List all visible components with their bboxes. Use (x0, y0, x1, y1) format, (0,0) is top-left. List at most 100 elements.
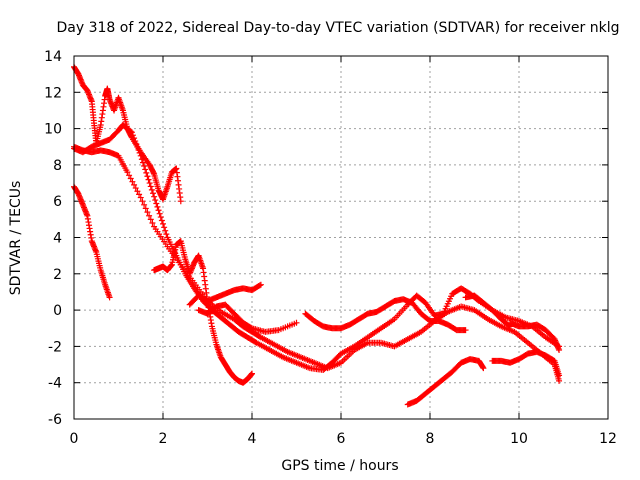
x-tick-label: 0 (70, 431, 79, 447)
y-tick-label: 0 (53, 303, 62, 319)
data-point-interp (144, 173, 151, 180)
data-point-interp (142, 205, 149, 212)
y-tick-label: -2 (48, 339, 62, 355)
data-point-interp (146, 212, 153, 219)
data-point (137, 152, 144, 159)
data-point-interp (133, 141, 140, 148)
x-axis-label: GPS time / hours (281, 458, 398, 474)
data-point-interp (129, 178, 136, 185)
data-point-interp (134, 188, 141, 195)
data-point-interp (136, 149, 143, 156)
data-point-interp (134, 143, 141, 150)
data-points (71, 63, 563, 408)
series-arc-8 (302, 296, 469, 334)
data-point (462, 327, 469, 334)
x-tick-label: 8 (426, 431, 435, 447)
data-point-interp (126, 172, 133, 179)
data-point-interp (131, 181, 138, 188)
data-point (507, 323, 514, 330)
data-point-interp (147, 216, 154, 223)
data-point-interp (138, 156, 145, 163)
data-point-interp (131, 135, 138, 142)
data-point (556, 377, 563, 384)
data-point-interp (135, 146, 142, 153)
series-arc-2 (71, 63, 184, 205)
data-point-interp (247, 324, 254, 331)
x-tick-label: 6 (337, 431, 346, 447)
series-arc-12 (462, 292, 514, 330)
data-point-interp (505, 322, 512, 329)
data-point-interp (151, 193, 158, 200)
grid-lines (74, 56, 608, 419)
y-tick-label: 14 (44, 49, 62, 65)
data-point-interp (139, 159, 146, 166)
data-point (124, 169, 131, 176)
data-point-interp (162, 227, 169, 234)
data-point-interp (143, 169, 150, 176)
y-tick-label: 2 (53, 267, 62, 283)
data-point (128, 129, 135, 136)
x-tick-label: 2 (159, 431, 168, 447)
y-tick-label: -6 (48, 412, 62, 428)
data-point-interp (139, 198, 146, 205)
y-tick-label: 8 (53, 158, 62, 174)
data-point-interp (154, 203, 161, 210)
data-point-interp (141, 201, 148, 208)
chart-title: Day 318 of 2022, Sidereal Day-to-day VTE… (57, 20, 620, 36)
data-point (146, 180, 153, 187)
data-point (137, 194, 144, 201)
data-point-interp (157, 214, 164, 221)
x-tick-label: 10 (510, 431, 528, 447)
y-tick-label: 10 (44, 122, 62, 138)
series-arc-4 (71, 121, 563, 373)
y-tick-label: 4 (53, 231, 62, 247)
series-arc-7 (195, 301, 300, 335)
y-tick-label: -4 (48, 376, 62, 392)
series-arc-6 (186, 281, 264, 308)
data-point-interp (158, 217, 165, 224)
data-point (257, 281, 264, 288)
data-point-interp (127, 128, 134, 135)
y-axis-label: SDTVAR / TECUs (8, 181, 24, 296)
data-point-interp (160, 220, 166, 227)
data-point-interp (153, 200, 160, 207)
data-point-interp (132, 185, 139, 192)
data-point (556, 372, 563, 379)
data-point-interp (148, 186, 155, 193)
x-tick-label: 4 (248, 431, 257, 447)
series-arc-9 (404, 356, 487, 408)
series-arc-11 (507, 319, 563, 354)
data-point (556, 347, 563, 354)
data-point-interp (163, 231, 170, 238)
data-point-interp (129, 132, 136, 139)
data-point (480, 365, 487, 372)
data-point-interp (127, 175, 134, 182)
data-point-interp (156, 210, 163, 217)
plot-frame (73, 55, 609, 420)
data-point-interp (144, 209, 151, 216)
tick-labels: 0 2 4 6 8 10 12 -6 -4 -2 0 2 4 6 8 10 12 14 (44, 49, 617, 447)
data-point-interp (161, 224, 168, 231)
data-point (293, 319, 300, 326)
data-point-interp (142, 166, 149, 173)
data-point-interp (147, 183, 154, 190)
data-point-interp (256, 282, 263, 289)
series-arc-5 (151, 238, 255, 386)
data-point-interp (136, 191, 143, 198)
data-point-interp (149, 219, 156, 226)
series-arc-10 (489, 348, 563, 379)
data-point-interp (132, 138, 139, 145)
data-point-interp (141, 163, 148, 170)
data-point-interp (152, 197, 159, 204)
data-point (106, 294, 113, 301)
data-point-interp (149, 190, 156, 197)
data-point (177, 198, 184, 205)
y-tick-label: 6 (53, 194, 62, 210)
data-point-interp (145, 176, 152, 183)
data-point (249, 370, 255, 377)
data-point (155, 207, 162, 214)
series-arc-3 (71, 143, 563, 384)
y-tick-label: 12 (44, 85, 62, 101)
series-arc-1 (71, 183, 113, 301)
